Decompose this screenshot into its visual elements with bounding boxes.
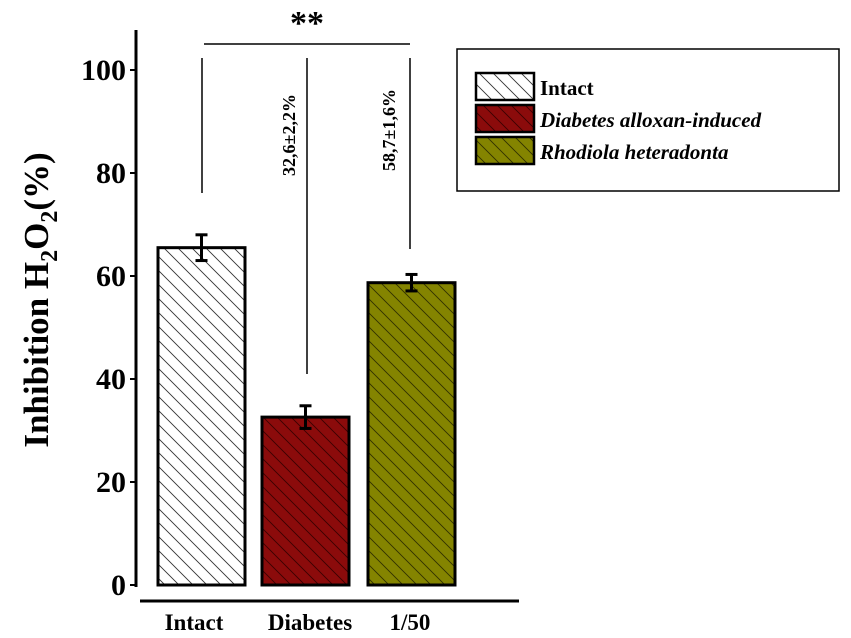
legend-label: Intact: [540, 76, 594, 100]
annotation-rhodiola-value: 58,7±1,6%: [379, 89, 399, 171]
x-tick-labels: Intact Diabetes 1/50: [165, 610, 431, 635]
legend-swatch: [474, 71, 536, 102]
y-axis-title: Inhibition H2O2(%): [17, 152, 63, 447]
annotation-diabetes-value: 32,6±2,2%: [279, 94, 299, 176]
x-tick-label: 1/50: [390, 610, 431, 635]
legend-swatch: [474, 103, 536, 134]
bar-diabetes: [260, 415, 351, 587]
y-tick-label: 80: [96, 157, 126, 190]
significance-stars: **: [290, 5, 324, 42]
x-tick-label: Diabetes: [268, 610, 352, 635]
legend-label: Diabetes alloxan-induced: [539, 108, 762, 132]
legend: Intact Diabetes alloxan-induced Rhodiola h…: [456, 48, 840, 192]
y-tick-label: 40: [96, 363, 126, 396]
y-tick-label: 100: [81, 54, 126, 87]
bar-1-50: [366, 281, 457, 587]
y-tick-label: 20: [96, 466, 126, 499]
y-tick-label: 60: [96, 260, 126, 293]
bar-intact: [156, 246, 247, 587]
legend-label: Rhodiola heteradonta: [539, 140, 728, 164]
y-axis-ticks: 0 20 40 60 80 100: [81, 54, 136, 602]
error-bars-group: [195, 233, 418, 430]
x-tick-label: Intact: [165, 610, 224, 635]
y-tick-label: 0: [111, 569, 126, 602]
legend-swatch: [474, 135, 536, 166]
bars-group: [156, 246, 457, 587]
